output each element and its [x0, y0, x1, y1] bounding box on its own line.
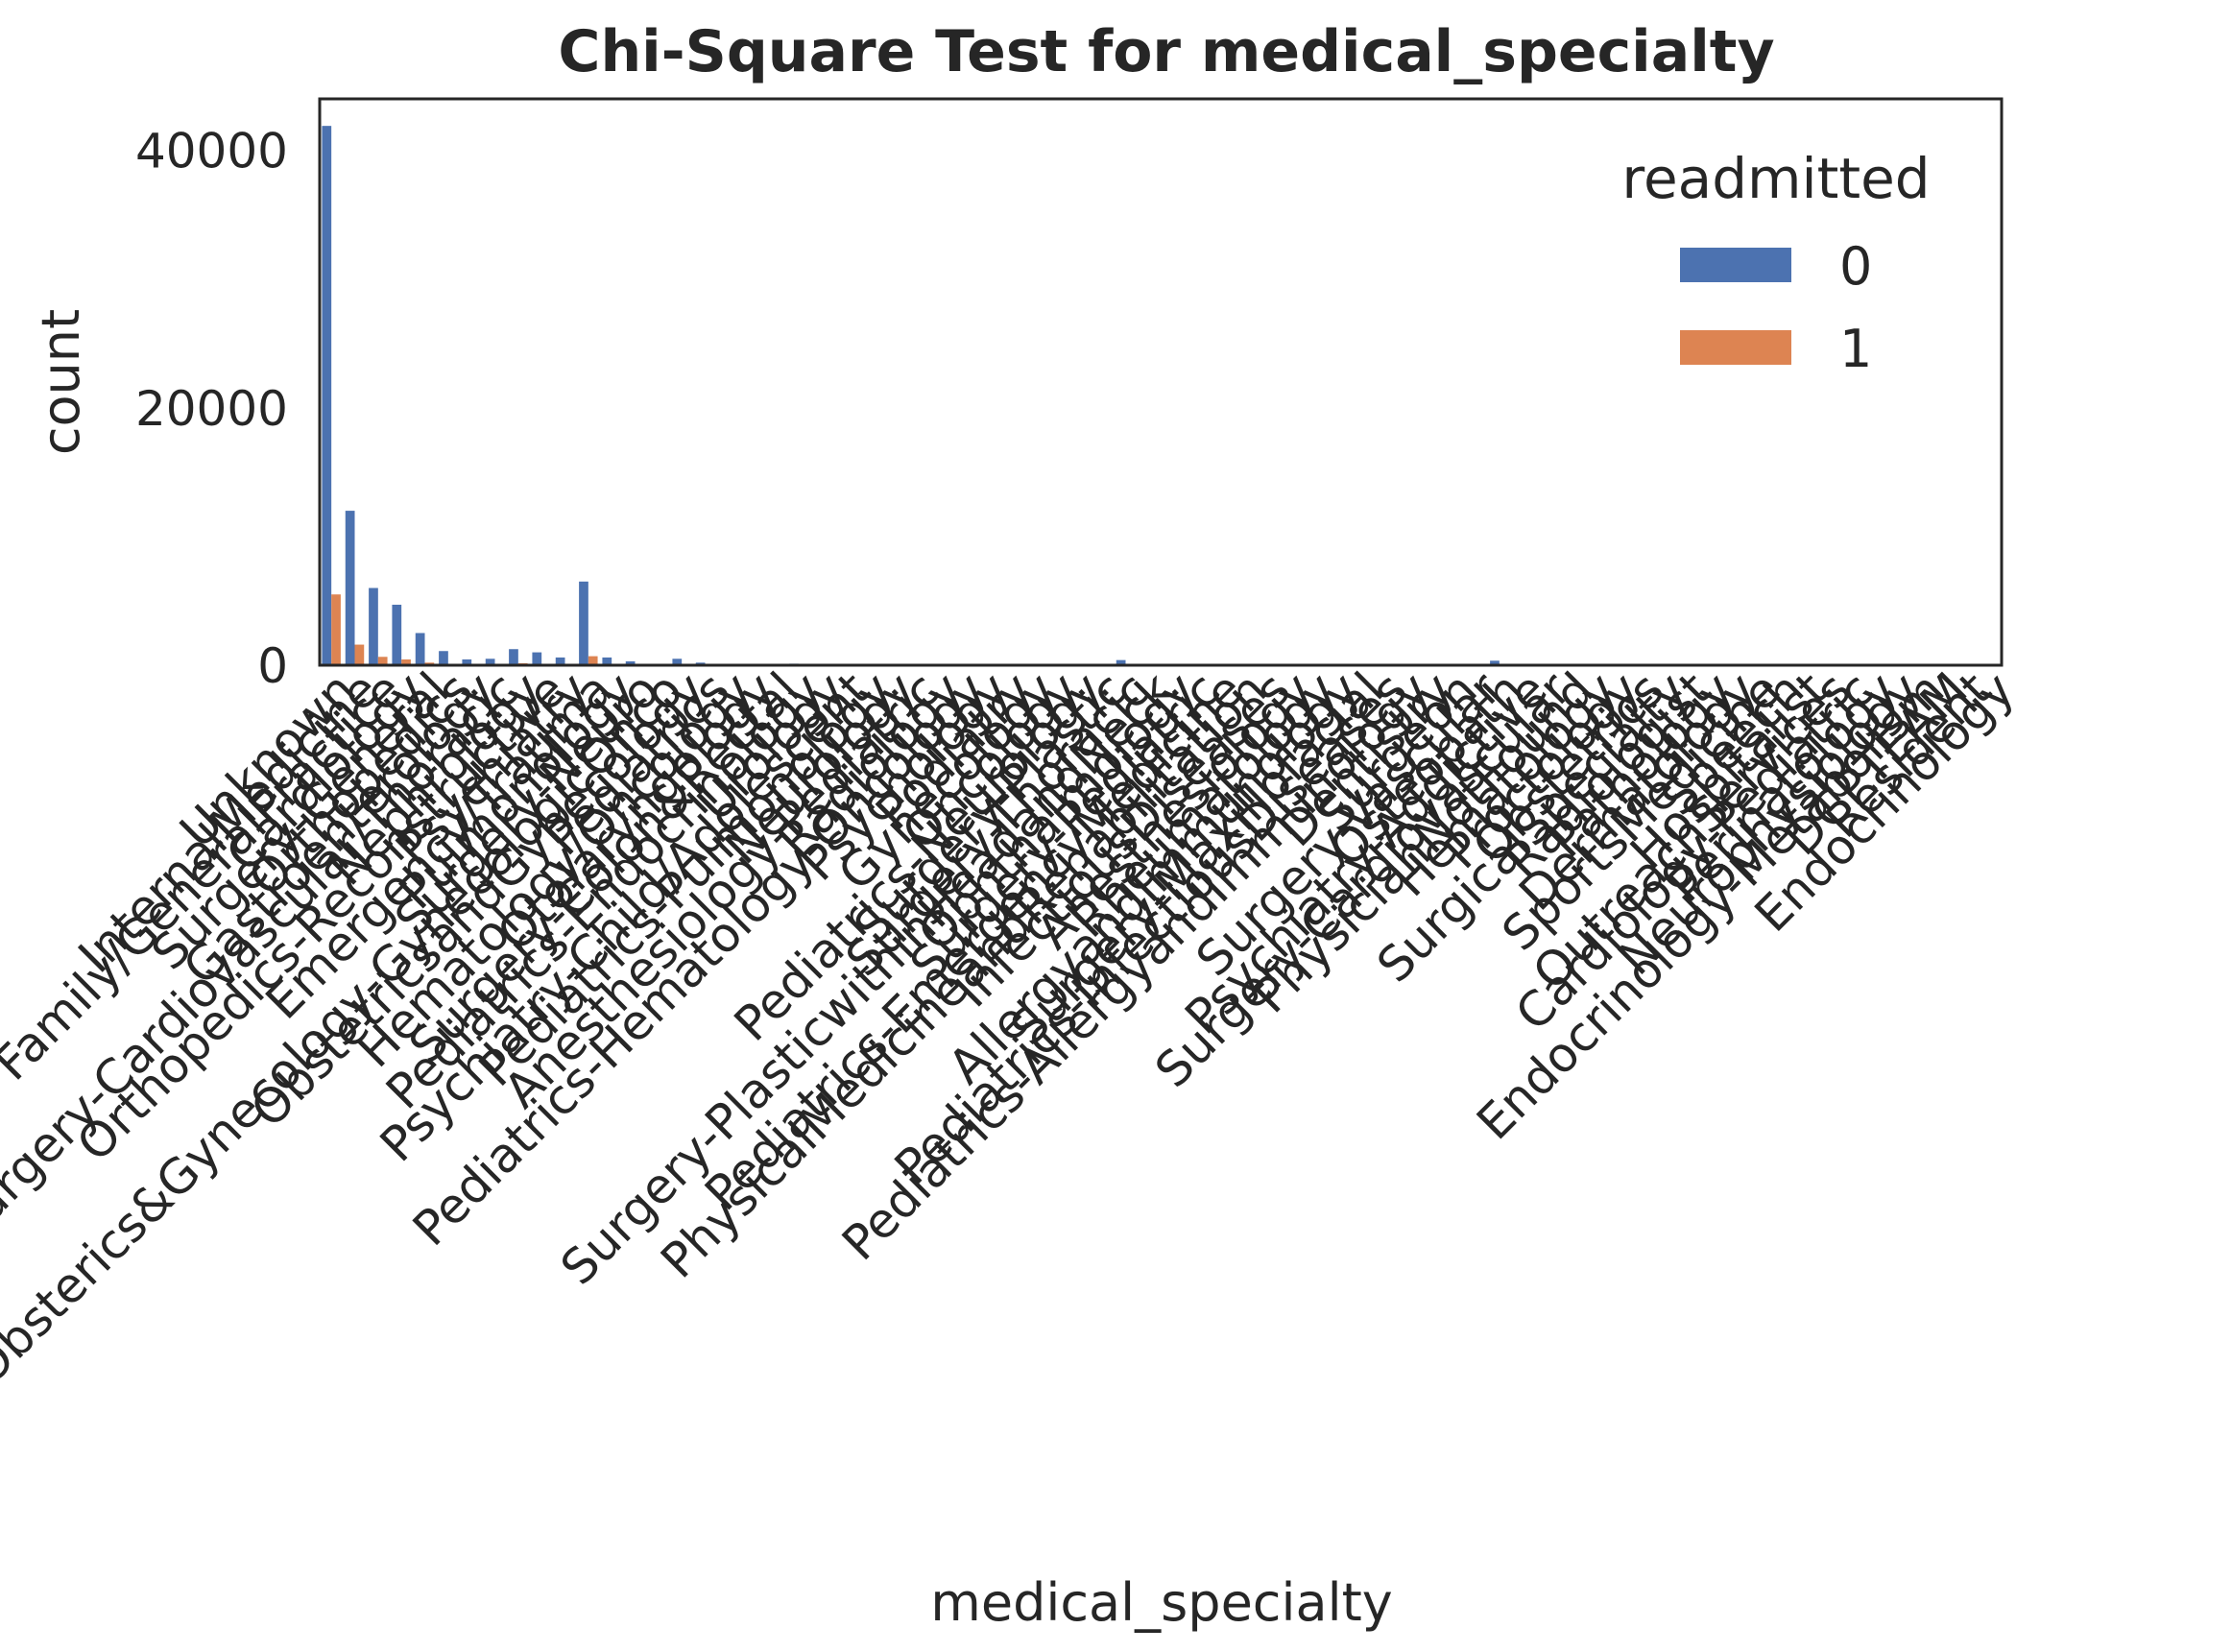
y-axis-ticks: 0 20000 40000 — [135, 124, 288, 694]
bar-0-10 — [555, 657, 565, 665]
y-axis-label: count — [31, 309, 91, 455]
legend-label-0: 0 — [1839, 236, 1872, 297]
bar-0-50 — [1490, 660, 1500, 665]
legend-swatch-1 — [1680, 330, 1791, 365]
plot-frame — [318, 97, 2004, 667]
legend-swatch-0 — [1680, 248, 1791, 282]
bar-0-0 — [322, 126, 332, 665]
bar-0-15 — [672, 658, 683, 665]
y-tick-label-2: 40000 — [135, 124, 288, 180]
x-axis-label: medical_specialty — [930, 1572, 1392, 1633]
bar-1-3 — [401, 658, 411, 665]
bar-1-11 — [588, 656, 598, 665]
x-axis-ticks: UnknownInternalMedicineFamily/GeneralPra… — [0, 661, 2025, 1396]
chart-title: Chi-Square Test for medical_specialty — [558, 18, 1774, 85]
legend: readmitted 0 1 — [1621, 146, 1930, 379]
bar-0-2 — [369, 587, 378, 665]
bar-1-2 — [377, 657, 388, 665]
bar-0-13 — [625, 660, 636, 665]
legend-title: readmitted — [1621, 146, 1930, 211]
bar-0-34 — [1116, 659, 1126, 665]
bar-0-1 — [345, 511, 355, 665]
legend-label-1: 1 — [1839, 319, 1872, 379]
bar-0-8 — [509, 649, 518, 665]
bar-0-9 — [532, 652, 542, 665]
y-tick-label-0: 0 — [257, 638, 288, 694]
bar-0-5 — [439, 651, 448, 665]
bar-1-1 — [354, 644, 365, 665]
bar-0-7 — [485, 658, 495, 665]
bar-1-0 — [331, 594, 341, 665]
bar-0-3 — [392, 604, 402, 665]
bar-0-12 — [602, 657, 612, 665]
bar-0-6 — [462, 658, 472, 665]
y-tick-label-1: 20000 — [135, 381, 288, 437]
bar-0-4 — [415, 633, 425, 665]
bar-0-11 — [579, 581, 588, 665]
